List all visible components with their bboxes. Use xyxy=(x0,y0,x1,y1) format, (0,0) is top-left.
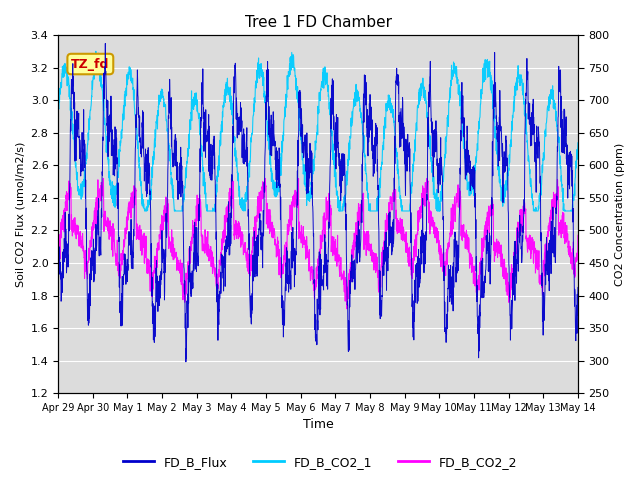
Title: Tree 1 FD Chamber: Tree 1 FD Chamber xyxy=(244,15,392,30)
Y-axis label: CO2 Concentration (ppm): CO2 Concentration (ppm) xyxy=(615,143,625,286)
X-axis label: Time: Time xyxy=(303,419,333,432)
Text: TZ_fd: TZ_fd xyxy=(71,58,109,71)
Y-axis label: Soil CO2 Flux (umol/m2/s): Soil CO2 Flux (umol/m2/s) xyxy=(15,142,25,287)
Legend: FD_B_Flux, FD_B_CO2_1, FD_B_CO2_2: FD_B_Flux, FD_B_CO2_1, FD_B_CO2_2 xyxy=(118,451,522,474)
